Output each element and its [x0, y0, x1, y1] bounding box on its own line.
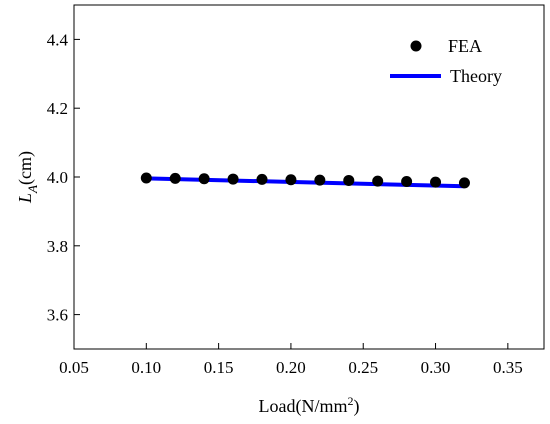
fea-point — [285, 174, 297, 186]
x-axis-title-superscript: 2 — [347, 394, 353, 408]
fea-point — [314, 174, 326, 186]
y-axis-title-tail: (cm) — [15, 151, 36, 185]
fea-point — [401, 175, 413, 187]
theory-series — [146, 176, 465, 189]
y-tick-label: 4.2 — [47, 99, 68, 118]
x-tick-label: 0.15 — [204, 358, 234, 377]
fea-point — [140, 172, 152, 184]
fea-point — [458, 177, 470, 189]
y-tick-label: 4.4 — [47, 30, 69, 49]
legend-fea-label: FEA — [448, 36, 482, 56]
fea-point — [198, 173, 210, 185]
fea-point — [227, 173, 239, 185]
x-axis: 0.05 0.10 0.15 0.20 0.25 0.30 0.35 — [59, 343, 523, 377]
x-tick-label: 0.30 — [421, 358, 451, 377]
fea-point — [430, 176, 442, 188]
y-tick-label: 3.8 — [47, 237, 68, 256]
x-tick-label: 0.25 — [348, 358, 378, 377]
y-tick-label: 3.6 — [47, 306, 68, 325]
y-axis: 3.6 3.8 4.0 4.2 4.4 — [47, 30, 80, 325]
y-axis-title-subscript: A — [25, 185, 40, 194]
fea-point — [343, 174, 355, 186]
x-axis-title: Load(N/mm2) — [259, 394, 360, 417]
legend-fea-marker — [410, 40, 422, 52]
fea-point — [256, 173, 268, 185]
theory-line — [146, 176, 465, 189]
y-axis-title-main: L — [15, 193, 35, 204]
y-axis-title: LA(cm) — [15, 151, 40, 204]
legend: FEA Theory — [390, 36, 502, 86]
x-axis-title-tail: ) — [353, 396, 359, 417]
y-tick-label: 4.0 — [47, 168, 68, 187]
x-tick-label: 0.10 — [131, 358, 161, 377]
x-tick-label: 0.20 — [276, 358, 306, 377]
fea-point — [169, 172, 181, 184]
x-tick-label: 0.05 — [59, 358, 89, 377]
fea-point — [372, 175, 384, 187]
x-axis-title-main: Load(N/mm — [259, 396, 348, 417]
fea-series — [140, 172, 470, 189]
legend-theory-label: Theory — [450, 66, 502, 86]
x-tick-label: 0.35 — [493, 358, 523, 377]
